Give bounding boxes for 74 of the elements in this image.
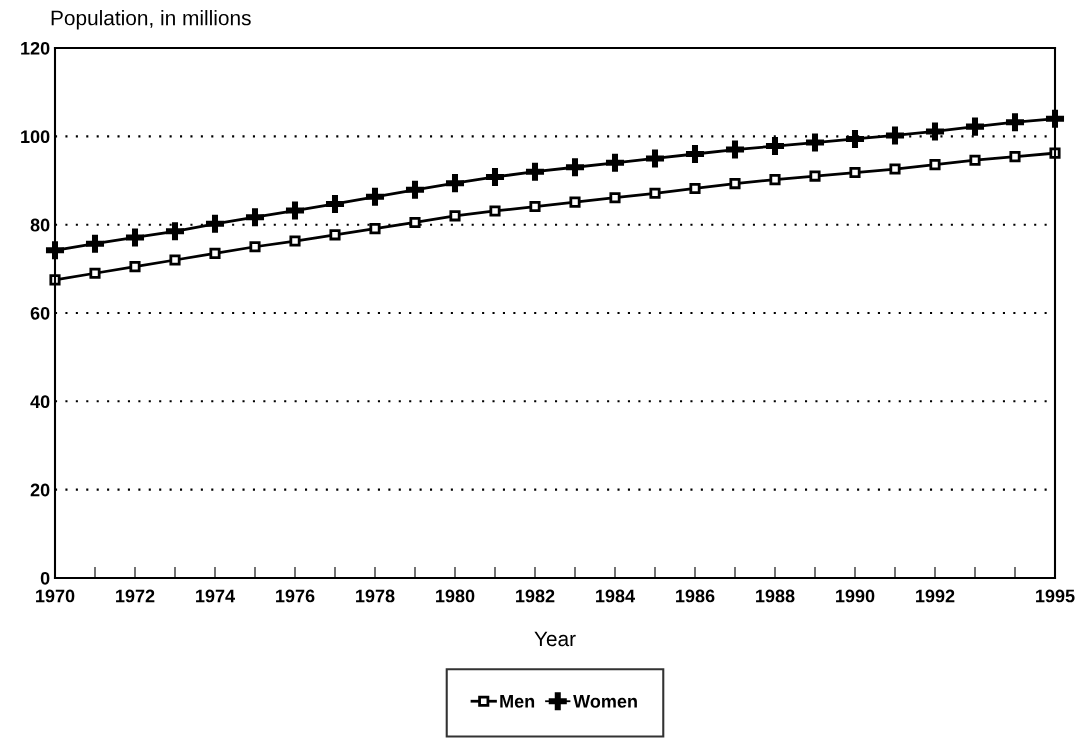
x-tick-label: 1970 [36, 589, 75, 603]
point [725, 140, 745, 159]
x-tick-label: 1986 [676, 589, 715, 603]
y-tick-label: 100 [21, 130, 50, 144]
point [485, 167, 505, 186]
x-axis-title: Year [534, 631, 576, 647]
point [925, 122, 945, 141]
point [1049, 147, 1061, 159]
point [165, 222, 185, 241]
point [245, 208, 265, 227]
x-tick-label: 1972 [116, 589, 155, 603]
point [89, 267, 101, 279]
x-tick-label: 1982 [516, 589, 555, 603]
point [125, 228, 145, 247]
point [49, 274, 61, 286]
point [569, 196, 581, 208]
point [129, 261, 141, 273]
point [205, 214, 225, 233]
point [929, 159, 941, 171]
x-tick-label: 1978 [356, 589, 395, 603]
point [1009, 151, 1021, 163]
point [769, 174, 781, 186]
point [685, 144, 705, 164]
y-tick-label: 60 [30, 306, 50, 320]
point [249, 241, 261, 253]
point [405, 180, 425, 199]
point [409, 216, 421, 229]
x-tick-label: 1976 [276, 589, 315, 603]
x-tick-label: 1974 [196, 589, 235, 603]
y-tick-label: 80 [30, 218, 50, 232]
point [445, 174, 465, 193]
point [369, 223, 381, 235]
y-tick-label: 20 [30, 483, 50, 497]
point [329, 229, 341, 241]
point [805, 133, 825, 152]
legend-label: Men [500, 695, 535, 708]
point [489, 205, 501, 217]
point [525, 162, 545, 181]
y-tick-label: 0 [40, 571, 50, 585]
y-tick-label: 120 [21, 41, 50, 55]
point [969, 154, 981, 166]
x-tick-label: 1995 [1036, 589, 1075, 603]
point [289, 235, 301, 247]
point [85, 234, 105, 253]
point [529, 201, 541, 213]
point [809, 170, 821, 182]
point [845, 129, 865, 149]
point [209, 247, 221, 259]
point [689, 182, 701, 195]
y-tick-label: 40 [30, 395, 50, 409]
point [285, 201, 305, 220]
x-tick-label: 1990 [836, 589, 875, 603]
point [325, 194, 345, 213]
legend-label: Women [573, 695, 637, 708]
point [365, 187, 385, 206]
x-tick-label: 1984 [596, 589, 635, 603]
point [729, 178, 741, 190]
point [889, 163, 901, 175]
y-axis-title: Population, in millions [51, 10, 251, 30]
point [765, 137, 785, 156]
point [965, 117, 985, 136]
x-tick-label: 1992 [916, 589, 955, 603]
point [645, 149, 665, 168]
x-tick-label: 1988 [756, 589, 795, 603]
point [649, 187, 661, 199]
point [605, 153, 625, 172]
point [849, 166, 861, 179]
x-tick-label: 1980 [436, 589, 475, 603]
point [449, 210, 461, 222]
point [169, 254, 181, 266]
point [565, 158, 585, 177]
point [609, 192, 621, 204]
point [885, 126, 905, 145]
point [1005, 113, 1025, 132]
